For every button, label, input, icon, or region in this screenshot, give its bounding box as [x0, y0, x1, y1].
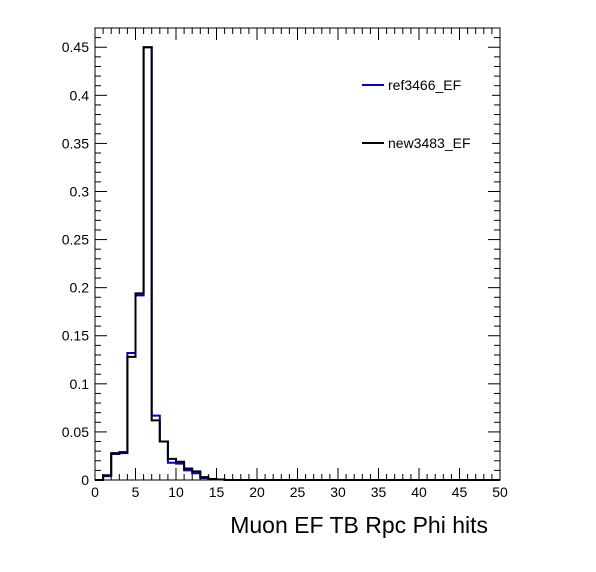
- x-tick-label: 25: [290, 484, 306, 500]
- x-tick-label: 0: [91, 484, 99, 500]
- y-tick-label: 0.4: [70, 87, 90, 103]
- y-tick-label: 0.2: [70, 280, 90, 296]
- legend: ref3466_EF new3483_EF: [358, 66, 492, 166]
- x-tick-label: 40: [411, 484, 427, 500]
- x-tick-label: 15: [209, 484, 225, 500]
- x-tick-label: 20: [249, 484, 265, 500]
- legend-box: [358, 66, 492, 166]
- y-tick-label: 0.1: [70, 376, 90, 392]
- y-tick-label: 0.25: [62, 232, 89, 248]
- y-tick-label: 0.45: [62, 39, 89, 55]
- x-tick-label: 5: [132, 484, 140, 500]
- y-tick-label: 0.15: [62, 328, 89, 344]
- tick-labels: 0 5 10 15 20 25 30 35 40 45 50 0 0.05 0.1 0.15 0.2 0.25 0…: [62, 39, 508, 500]
- series-line-new3483_EF: [95, 46, 500, 481]
- series-layer: [95, 46, 500, 481]
- x-tick-label: 45: [452, 484, 468, 500]
- x-axis-title: Muon EF TB Rpc Phi hits: [230, 512, 488, 538]
- x-tick-label: 50: [492, 484, 508, 500]
- legend-label-new3483: new3483_EF: [388, 135, 471, 151]
- axis-ticks: [94, 27, 501, 481]
- legend-label-ref3466: ref3466_EF: [388, 77, 461, 93]
- x-tick-label: 10: [168, 484, 184, 500]
- y-tick-label: 0.3: [70, 183, 90, 199]
- y-tick-label: 0.35: [62, 135, 89, 151]
- y-tick-label: 0.05: [62, 424, 89, 440]
- x-tick-label: 35: [371, 484, 387, 500]
- y-tick-label: 0: [81, 472, 89, 488]
- x-tick-label: 30: [330, 484, 346, 500]
